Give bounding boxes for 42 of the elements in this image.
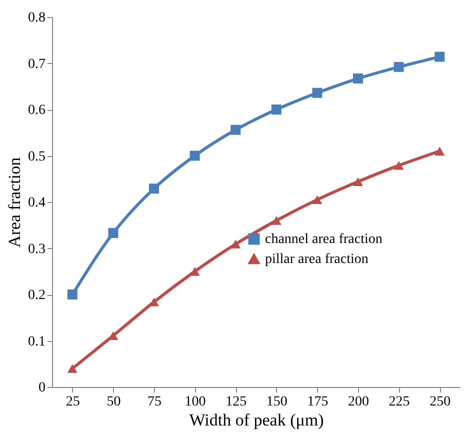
point	[149, 298, 159, 306]
point	[434, 52, 445, 62]
point	[108, 228, 118, 238]
x-tick-label: 200	[348, 394, 369, 410]
legend-label: channel area fraction	[265, 232, 382, 247]
point	[353, 177, 363, 186]
point	[271, 104, 282, 114]
y-tick-label: 0.2	[28, 288, 46, 303]
y-tick-label: 0.7	[28, 56, 46, 72]
point	[434, 146, 445, 156]
point	[230, 124, 241, 135]
x-tick-label: 75	[148, 394, 162, 410]
point	[190, 267, 200, 276]
y-tick-label: 0	[38, 380, 46, 396]
y-tick-label: 0.5	[28, 149, 46, 164]
x-tick-label: 150	[266, 394, 288, 410]
point	[67, 364, 78, 373]
x-tick-label: 25	[66, 394, 80, 410]
point	[190, 150, 200, 161]
point	[353, 74, 363, 84]
point	[230, 240, 241, 248]
point	[149, 184, 159, 194]
x-tick-label: 175	[307, 394, 328, 410]
x-tick-label: 125	[226, 394, 247, 410]
point	[271, 216, 282, 225]
point	[394, 62, 404, 72]
y-tick-label: 0.3	[28, 242, 46, 257]
x-tick-label: 225	[388, 394, 410, 410]
point	[312, 88, 322, 98]
y-axis-title: Area fraction	[5, 156, 24, 248]
y-tick-label: 0.1	[28, 334, 46, 350]
point	[394, 161, 404, 170]
legend-label: pillar area fraction	[265, 252, 368, 267]
x-tick-label: 250	[430, 394, 451, 410]
point	[312, 195, 322, 204]
x-axis-title: Width of peak (μm)	[189, 410, 324, 430]
x-tick-label: 100	[184, 394, 206, 410]
x-tick-label: 50	[106, 394, 121, 410]
point	[67, 290, 78, 300]
y-tick-label: 0.4	[28, 196, 46, 210]
y-tick-label: 0.8	[28, 10, 46, 26]
y-tick-label: 0.6	[28, 103, 46, 118]
